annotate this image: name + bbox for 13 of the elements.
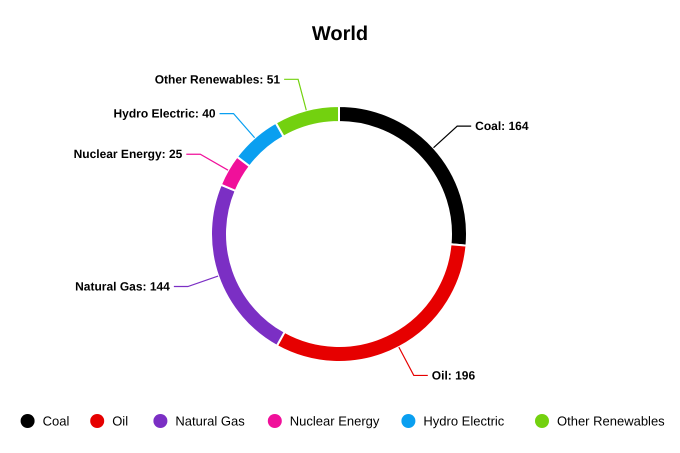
legend-label: Oil (112, 414, 128, 428)
legend-label: Natural Gas (175, 414, 246, 428)
data-label: Hydro Electric: 40 (114, 106, 216, 121)
data-label: Coal: 164 (475, 119, 529, 134)
legend-label: Nuclear Energy (290, 414, 380, 428)
data-label: Other Renewables: 51 (154, 72, 280, 86)
chart-title: World (312, 23, 368, 45)
legend-label: Hydro Electric (423, 414, 505, 428)
data-label: Natural Gas: 144 (75, 280, 170, 294)
legend-label: Coal (42, 414, 70, 428)
legend-label: Other Renewables (557, 414, 666, 428)
data-label: Nuclear Energy: 25 (74, 147, 183, 162)
data-label: Oil: 196 (432, 368, 476, 382)
